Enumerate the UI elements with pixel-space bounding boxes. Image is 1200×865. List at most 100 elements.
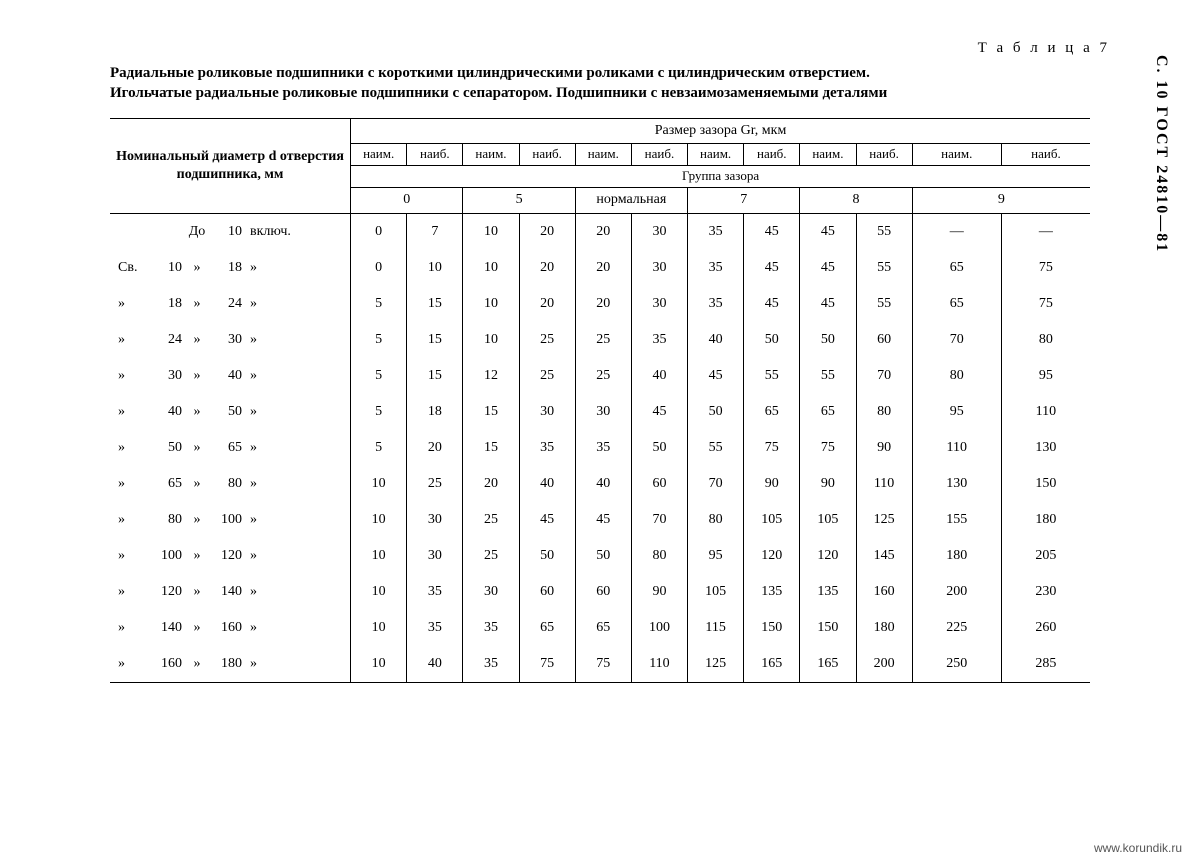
value-cell: 20	[519, 286, 575, 322]
value-cell: 65	[912, 286, 1001, 322]
grp-8: 8	[800, 187, 912, 213]
value-cell: 20	[575, 213, 631, 250]
value-cell: 230	[1001, 574, 1090, 610]
value-cell: 160	[856, 574, 912, 610]
value-cell: 25	[519, 358, 575, 394]
value-cell: 10	[351, 610, 407, 646]
value-cell: 95	[1001, 358, 1090, 394]
value-cell: 5	[351, 358, 407, 394]
value-cell: 10	[351, 574, 407, 610]
grp-norm: нормальная	[575, 187, 687, 213]
value-cell: 35	[407, 574, 463, 610]
value-cell: 30	[631, 250, 687, 286]
value-cell: 0	[351, 250, 407, 286]
value-cell: 90	[856, 430, 912, 466]
value-cell: —	[912, 213, 1001, 250]
value-cell: 10	[407, 250, 463, 286]
diameter-range: До10включ.	[110, 213, 351, 250]
value-cell: 10	[351, 646, 407, 683]
table-row: Св.10»18»01010202030354545556575	[110, 250, 1090, 286]
value-cell: 45	[575, 502, 631, 538]
diameter-range: Св.10»18»	[110, 250, 351, 286]
value-cell: 20	[463, 466, 519, 502]
value-cell: 75	[519, 646, 575, 683]
grp-9: 9	[912, 187, 1090, 213]
value-cell: 20	[407, 430, 463, 466]
value-cell: 18	[407, 394, 463, 430]
value-cell: 65	[800, 394, 856, 430]
value-cell: 70	[688, 466, 744, 502]
table-row: »120»140»103530606090105135135160200230	[110, 574, 1090, 610]
value-cell: 135	[744, 574, 800, 610]
value-cell: 80	[912, 358, 1001, 394]
value-cell: 15	[463, 394, 519, 430]
value-cell: 45	[800, 250, 856, 286]
clearance-table: Номинальный диаметр d отверстия подшипни…	[110, 118, 1090, 683]
diameter-range: »160»180»	[110, 646, 351, 683]
value-cell: 5	[351, 322, 407, 358]
value-cell: 70	[631, 502, 687, 538]
value-cell: 12	[463, 358, 519, 394]
value-cell: 75	[744, 430, 800, 466]
value-cell: 40	[631, 358, 687, 394]
table-row: »160»180»1040357575110125165165200250285	[110, 646, 1090, 683]
value-cell: 5	[351, 394, 407, 430]
value-cell: 105	[688, 574, 744, 610]
value-cell: 30	[407, 502, 463, 538]
value-cell: 95	[912, 394, 1001, 430]
value-cell: 50	[519, 538, 575, 574]
value-cell: 105	[744, 502, 800, 538]
value-cell: 180	[1001, 502, 1090, 538]
value-cell: 30	[631, 286, 687, 322]
value-cell: 7	[407, 213, 463, 250]
value-cell: 20	[519, 213, 575, 250]
value-cell: 25	[575, 322, 631, 358]
value-cell: 45	[744, 250, 800, 286]
value-cell: 285	[1001, 646, 1090, 683]
value-cell: 70	[912, 322, 1001, 358]
value-cell: 40	[519, 466, 575, 502]
h-naib: наиб.	[744, 143, 800, 165]
value-cell: 55	[856, 213, 912, 250]
value-cell: 35	[407, 610, 463, 646]
value-cell: 0	[351, 213, 407, 250]
h-naim: наим.	[688, 143, 744, 165]
value-cell: 20	[519, 250, 575, 286]
value-cell: 80	[688, 502, 744, 538]
value-cell: 95	[688, 538, 744, 574]
diameter-range: »30»40»	[110, 358, 351, 394]
value-cell: 65	[519, 610, 575, 646]
value-cell: 15	[407, 322, 463, 358]
value-cell: 30	[407, 538, 463, 574]
diameter-range: »18»24»	[110, 286, 351, 322]
value-cell: 80	[856, 394, 912, 430]
value-cell: 115	[688, 610, 744, 646]
value-cell: 35	[519, 430, 575, 466]
header-clearance: Размер зазора Gr, мкм	[351, 118, 1090, 143]
value-cell: 50	[688, 394, 744, 430]
value-cell: 180	[912, 538, 1001, 574]
value-cell: 55	[800, 358, 856, 394]
h-naib: наиб.	[631, 143, 687, 165]
value-cell: 50	[575, 538, 631, 574]
table-row: »18»24»51510202030354545556575	[110, 286, 1090, 322]
value-cell: 35	[463, 610, 519, 646]
value-cell: 55	[856, 250, 912, 286]
value-cell: 20	[575, 286, 631, 322]
value-cell: 10	[463, 286, 519, 322]
value-cell: 35	[631, 322, 687, 358]
value-cell: 30	[519, 394, 575, 430]
value-cell: 260	[1001, 610, 1090, 646]
value-cell: 105	[800, 502, 856, 538]
h-naim: наим.	[463, 143, 519, 165]
h-naim: наим.	[800, 143, 856, 165]
value-cell: 50	[631, 430, 687, 466]
value-cell: 200	[912, 574, 1001, 610]
value-cell: 90	[744, 466, 800, 502]
value-cell: 125	[688, 646, 744, 683]
table-row: »80»100»10302545457080105105125155180	[110, 502, 1090, 538]
value-cell: 10	[351, 502, 407, 538]
value-cell: 150	[1001, 466, 1090, 502]
table-row: До10включ.071020203035454555——	[110, 213, 1090, 250]
value-cell: 10	[463, 250, 519, 286]
